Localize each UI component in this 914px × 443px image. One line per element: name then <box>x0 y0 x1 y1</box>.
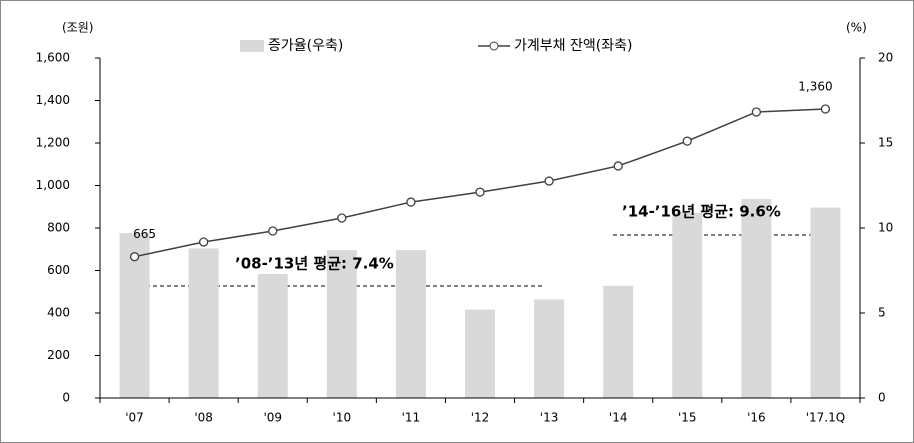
x-tick-label: '13 <box>540 411 559 425</box>
legend-label: 가계부채 잔액(좌축) <box>514 38 632 54</box>
legend-label: 증가율(우축) <box>268 38 343 54</box>
marker <box>198 237 209 247</box>
marker <box>406 197 416 207</box>
y-tick-label: 200 <box>47 348 70 362</box>
x-tick-label: '14 <box>609 411 628 425</box>
value-label: 665 <box>133 227 156 241</box>
y-tick-label: 600 <box>47 263 70 277</box>
y2-tick-label: 10 <box>878 221 893 235</box>
marker <box>613 161 623 171</box>
y-tick-label: 400 <box>47 306 70 320</box>
y-tick-label: 1,000 <box>36 178 70 192</box>
marker <box>129 252 140 262</box>
legend-swatch <box>489 41 499 51</box>
bar <box>672 212 703 398</box>
x-tick-label: '12 <box>471 411 490 425</box>
annotation: ’08-’13년 평균: 7.4% <box>235 255 394 273</box>
y-tick-label: 800 <box>47 221 70 235</box>
x-tick-label: '09 <box>263 411 282 425</box>
bar <box>534 299 565 398</box>
x-tick-label: '07 <box>125 411 144 425</box>
marker <box>820 104 831 114</box>
annotation: ’14-’16년 평균: 9.6% <box>622 203 781 221</box>
bar <box>188 248 219 398</box>
y2-tick-label: 20 <box>878 51 893 65</box>
y2-tick-label: 15 <box>878 136 893 150</box>
value-label: 1,360 <box>798 80 832 94</box>
marker <box>544 176 554 186</box>
marker <box>337 213 347 223</box>
marker <box>475 187 485 197</box>
bar <box>326 250 357 398</box>
x-tick-label: '16 <box>747 411 766 425</box>
bar <box>741 199 772 398</box>
bar <box>395 250 426 398</box>
marker <box>268 226 278 236</box>
x-tick-label: '08 <box>194 411 213 425</box>
marker <box>682 136 692 146</box>
bar <box>465 309 495 398</box>
y2-axis-label: (%) <box>846 21 867 35</box>
bar <box>810 207 841 398</box>
y-tick-label: 1,600 <box>36 51 70 65</box>
y2-tick-label: 0 <box>878 391 886 405</box>
x-tick-label: '17.1Q <box>806 411 845 425</box>
bar <box>257 273 288 398</box>
legend-swatch <box>240 40 264 52</box>
marker <box>751 107 762 117</box>
y-axis-label: (조원) <box>62 21 93 35</box>
y-tick-label: 1,400 <box>36 93 70 107</box>
bar <box>603 285 634 398</box>
x-tick-label: '10 <box>333 411 352 425</box>
y-tick-label: 0 <box>62 391 70 405</box>
y2-tick-label: 5 <box>878 306 886 320</box>
x-tick-label: '11 <box>402 411 421 425</box>
y-tick-label: 1,200 <box>36 136 70 150</box>
x-tick-label: '15 <box>678 411 697 425</box>
